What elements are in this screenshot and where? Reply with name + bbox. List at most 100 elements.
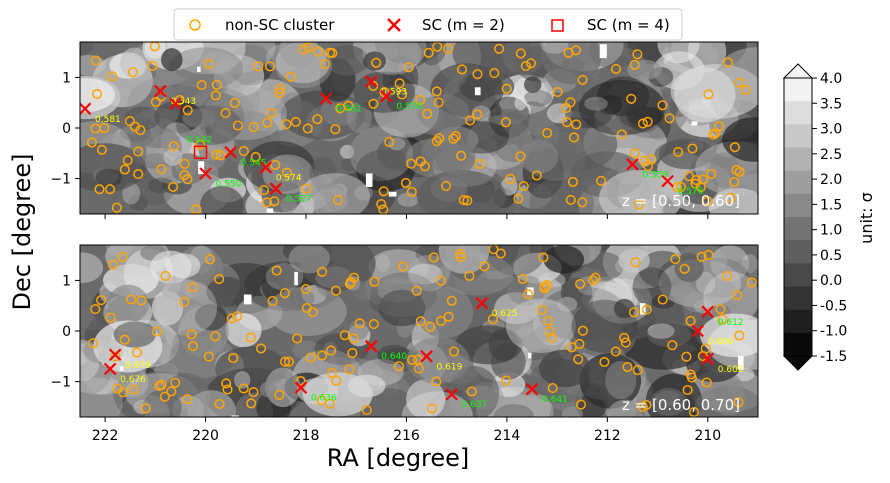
density-blob [657, 42, 700, 64]
sc-m2-marker [199, 167, 212, 180]
non-sc-cluster-marker [520, 61, 531, 72]
non-sc-cluster-marker [433, 97, 444, 108]
non-sc-cluster-marker [317, 266, 328, 277]
non-sc-cluster-marker [368, 98, 379, 109]
non-sc-cluster-marker [703, 250, 714, 261]
panel-top-sc-markers: 0.581 0.543 0.550 0.545 0.574 0.527 0.561 0.593… [80, 75, 704, 205]
colorbar-tick-label: -1.5 [820, 349, 847, 365]
non-sc-cluster-marker [371, 57, 382, 68]
density-blob [316, 188, 349, 212]
non-sc-cluster-marker [465, 115, 476, 126]
masked-region [599, 44, 607, 59]
colorbar-level [784, 78, 812, 102]
density-blob [416, 286, 474, 339]
colorbar-level [784, 309, 812, 334]
non-sc-cluster-marker [159, 391, 170, 402]
density-blob [80, 377, 123, 417]
non-sc-cluster-marker [419, 161, 430, 172]
colorbar-extend-max [782, 63, 814, 79]
density-blob [377, 344, 411, 365]
non-sc-cluster-marker [494, 43, 505, 54]
colorbar-extend-min [782, 355, 814, 371]
non-sc-cluster-marker [688, 407, 700, 417]
sc-m2-marker [154, 84, 167, 98]
non-sc-cluster-marker [330, 285, 341, 296]
colorbar-levels [784, 78, 812, 357]
density-blob [122, 182, 141, 205]
panel-top: 0.581 0.543 0.550 0.545 0.574 0.527 0.561 0.593… [79, 41, 759, 215]
non-sc-cluster-marker [629, 59, 640, 70]
non-sc-cluster-marker [446, 295, 457, 306]
x-ticks: 222 220 218 216 214 212 210 [92, 214, 721, 444]
non-sc-cluster-marker [210, 90, 221, 101]
non-sc-cluster-marker [443, 311, 454, 322]
density-blob [519, 139, 559, 174]
non-sc-cluster-marker [303, 42, 314, 53]
non-sc-cluster-marker [253, 61, 264, 72]
non-sc-cluster-marker [182, 394, 193, 405]
non-sc-cluster-marker [222, 384, 233, 395]
colorbar-tick-label: 2.0 [820, 172, 842, 188]
density-blob [280, 90, 365, 140]
non-sc-cluster-marker [140, 403, 151, 414]
non-sc-cluster-marker [423, 47, 434, 58]
density-blob [374, 42, 445, 65]
legend-sc-m2-label: SC (m = 2) [422, 16, 505, 34]
non-sc-cluster-marker [270, 159, 281, 170]
non-sc-cluster-marker [619, 332, 630, 343]
sc-redshift-label: 0.527 [286, 195, 312, 205]
non-sc-cluster-marker [290, 116, 301, 127]
x-tick-label: 220 [192, 428, 219, 444]
density-blob [452, 42, 533, 80]
density-blob [618, 248, 650, 273]
sc-redshift-label: 0.679 [125, 361, 151, 371]
non-sc-cluster-marker [126, 294, 137, 305]
density-blob [177, 70, 228, 105]
non-sc-cluster-marker [331, 375, 342, 386]
density-blob [80, 143, 146, 192]
non-sc-cluster-marker [179, 296, 190, 307]
density-blob [163, 148, 183, 166]
masked-region [294, 271, 298, 286]
non-sc-cluster-marker [701, 377, 712, 388]
density-blob [279, 42, 319, 68]
non-sc-cluster-marker [250, 151, 261, 163]
non-sc-cluster-marker [119, 334, 130, 345]
y-tick-label: 1 [62, 273, 71, 289]
sc-m2-marker [661, 174, 674, 188]
non-sc-cluster-marker [117, 251, 128, 262]
sc-m2-marker [108, 348, 122, 362]
density-blob [288, 245, 330, 274]
non-sc-cluster-marker [708, 129, 719, 140]
colorbar-level [784, 147, 812, 172]
sc-m2-marker [294, 381, 308, 394]
density-blob [142, 390, 182, 417]
non-sc-cluster-marker [127, 67, 139, 78]
panel-bottom-sc-markers: 0.679 0.676 0.636 0.640 0.619 0.637 0.625 0.641… [103, 296, 744, 410]
density-blob [388, 137, 406, 151]
non-sc-cluster-marker [215, 150, 226, 161]
y-tick-label: 0 [62, 324, 71, 340]
non-sc-cluster-marker [474, 158, 485, 170]
density-blob [194, 304, 228, 331]
masked-region [365, 173, 373, 187]
density-blob [416, 170, 506, 214]
non-sc-cluster-marker [295, 375, 306, 387]
density-blob [154, 100, 203, 133]
non-sc-cluster-marker [347, 347, 358, 359]
non-sc-cluster-marker [703, 89, 714, 100]
sc-redshift-label: 0.576 [396, 102, 422, 112]
panel-top-y-ticks: 1 0 −1 [50, 70, 80, 188]
masked-region [691, 121, 698, 126]
non-sc-cluster-marker [248, 387, 259, 398]
non-sc-cluster-marker [731, 165, 742, 176]
non-sc-cluster-marker [472, 69, 483, 80]
x-tick-label: 214 [494, 428, 521, 444]
sc-redshift-label: 0.612 [718, 318, 744, 328]
density-blob [487, 245, 545, 277]
non-sc-cluster-marker [274, 389, 285, 400]
density-blob [306, 104, 357, 142]
non-sc-cluster-marker [92, 88, 103, 100]
density-blob [292, 340, 320, 360]
density-blob [200, 186, 244, 214]
